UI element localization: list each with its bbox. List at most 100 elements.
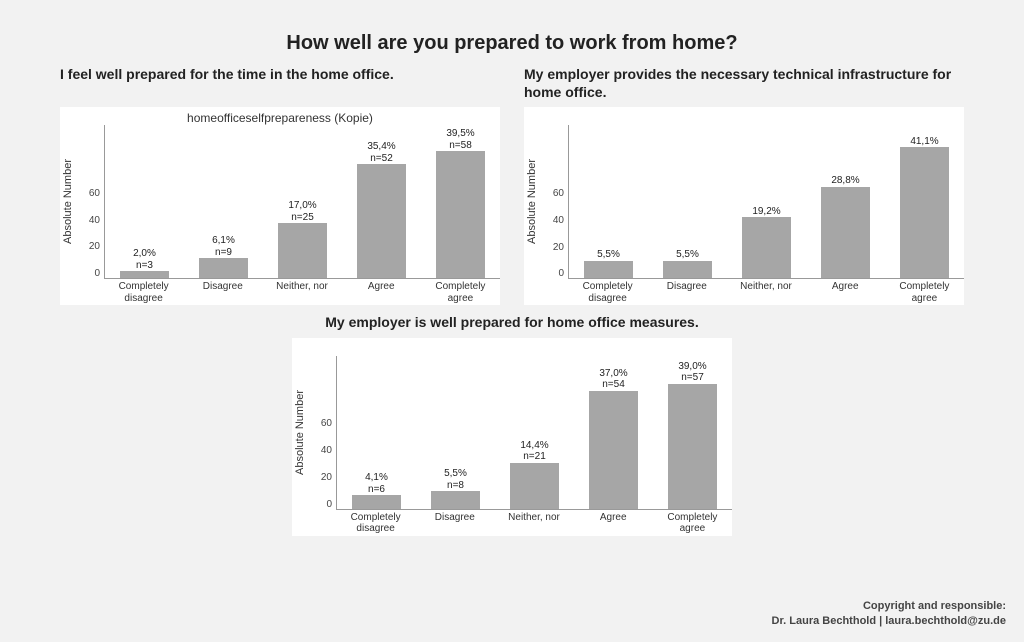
- x-label: Completely agree: [653, 510, 732, 536]
- bar-slot: 37,0%n=54: [574, 356, 653, 509]
- bar-n: n=25: [278, 212, 327, 224]
- bar: 14,4%n=21: [510, 463, 559, 509]
- bar-slot: 28,8%: [806, 125, 885, 278]
- x-label: Completely disagree: [336, 510, 415, 536]
- y-tick: 60: [544, 188, 564, 199]
- bar-slot: 35,4%n=52: [342, 125, 421, 278]
- y-tick: 40: [80, 215, 100, 226]
- bar: 41,1%: [900, 147, 949, 278]
- bar-pct: 17,0%: [278, 200, 327, 212]
- bar-pct: 37,0%: [589, 368, 638, 380]
- bar-n: n=52: [357, 153, 406, 165]
- bar-slot: 6,1%n=9: [184, 125, 263, 278]
- bar-value-label: 2,0%n=3: [120, 248, 169, 271]
- bar-n: n=9: [199, 247, 248, 259]
- chart-self-prepared: I feel well prepared for the time in the…: [60, 65, 500, 305]
- y-tick: 60: [312, 418, 332, 429]
- bar-slot: 17,0%n=25: [263, 125, 342, 278]
- bars-region: 2,0%n=36,1%n=917,0%n=2535,4%n=5239,5%n=5…: [104, 125, 500, 279]
- chart-panel: Absolute Number 6040200 5,5%5,5%19,2%28,…: [524, 107, 964, 305]
- x-label: Neither, nor: [262, 279, 341, 305]
- x-labels: Completely disagreeDisagreeNeither, norA…: [336, 510, 732, 536]
- y-axis-label: Absolute Number: [292, 356, 312, 510]
- chart-panel: homeofficeselfprepareness (Kopie) Absolu…: [60, 107, 500, 305]
- chart-heading: My employer provides the necessary techn…: [524, 65, 964, 101]
- bar-value-label: 41,1%: [900, 136, 949, 148]
- bar: 28,8%: [821, 187, 870, 279]
- bar-slot: 2,0%n=3: [105, 125, 184, 278]
- bar-value-label: 4,1%n=6: [352, 472, 401, 495]
- y-ticks: 6040200: [80, 125, 104, 279]
- bar-pct: 4,1%: [352, 472, 401, 484]
- bar-value-label: 19,2%: [742, 206, 791, 218]
- bar-pct: 28,8%: [821, 175, 870, 187]
- bar: 39,5%n=58: [436, 151, 485, 278]
- bar-n: n=8: [431, 480, 480, 492]
- bar: 4,1%n=6: [352, 495, 401, 508]
- plot-area: Absolute Number 6040200 4,1%n=65,5%n=814…: [292, 356, 732, 510]
- bar-pct: 6,1%: [199, 235, 248, 247]
- bar-value-label: 5,5%: [663, 249, 712, 261]
- bar-slot: 19,2%: [727, 125, 806, 278]
- chart-panel: Absolute Number 6040200 4,1%n=65,5%n=814…: [292, 338, 732, 536]
- bar-slot: 39,5%n=58: [421, 125, 500, 278]
- y-axis-label: Absolute Number: [60, 125, 80, 279]
- bars-region: 4,1%n=65,5%n=814,4%n=2137,0%n=5439,0%n=5…: [336, 356, 732, 510]
- y-tick: 20: [544, 242, 564, 253]
- bar-slot: 5,5%: [569, 125, 648, 278]
- x-label: Agree: [574, 510, 653, 536]
- bar-value-label: 37,0%n=54: [589, 368, 638, 391]
- x-label: Disagree: [183, 279, 262, 305]
- bar-pct: 39,0%: [668, 361, 717, 373]
- chart-inner-title: [292, 338, 732, 356]
- copyright: Copyright and responsible: Dr. Laura Bec…: [772, 599, 1006, 628]
- x-label: Agree: [806, 279, 885, 305]
- bar-n: n=58: [436, 140, 485, 152]
- bars-region: 5,5%5,5%19,2%28,8%41,1%: [568, 125, 964, 279]
- chart-employer-infra: My employer provides the necessary techn…: [524, 65, 964, 305]
- charts-row-top: I feel well prepared for the time in the…: [0, 65, 1024, 305]
- bar-pct: 39,5%: [436, 128, 485, 140]
- bar-n: n=57: [668, 372, 717, 384]
- bar-value-label: 5,5%n=8: [431, 468, 480, 491]
- x-label: Neither, nor: [494, 510, 573, 536]
- x-label: Completely disagree: [104, 279, 183, 305]
- bar-pct: 41,1%: [900, 136, 949, 148]
- bar-value-label: 39,0%n=57: [668, 361, 717, 384]
- plot-area: Absolute Number 6040200 2,0%n=36,1%n=917…: [60, 125, 500, 279]
- bar-slot: 5,5%n=8: [416, 356, 495, 509]
- bar: 37,0%n=54: [589, 391, 638, 509]
- copyright-line-1: Copyright and responsible:: [772, 599, 1006, 613]
- bar-n: n=54: [589, 379, 638, 391]
- bar: 5,5%: [584, 261, 633, 278]
- bar-slot: 14,4%n=21: [495, 356, 574, 509]
- bar-n: n=3: [120, 260, 169, 272]
- x-labels: Completely disagreeDisagreeNeither, norA…: [568, 279, 964, 305]
- page-title: How well are you prepared to work from h…: [0, 0, 1024, 65]
- y-tick: 20: [80, 241, 100, 252]
- y-tick: 0: [312, 499, 332, 510]
- bar: 2,0%n=3: [120, 271, 169, 278]
- bar-slot: 5,5%: [648, 125, 727, 278]
- bar-slot: 39,0%n=57: [653, 356, 732, 509]
- chart-inner-title: [524, 107, 964, 125]
- x-label: Completely disagree: [568, 279, 647, 305]
- y-ticks: 60 40 20 0: [544, 125, 568, 279]
- x-label: Neither, nor: [726, 279, 805, 305]
- y-tick: 0: [544, 268, 564, 279]
- bar-value-label: 39,5%n=58: [436, 128, 485, 151]
- bar: 5,5%: [663, 261, 712, 278]
- y-axis-label: Absolute Number: [524, 125, 544, 279]
- copyright-line-2: Dr. Laura Bechthold | laura.bechthold@zu…: [772, 614, 1006, 628]
- y-tick: 20: [312, 472, 332, 483]
- y-tick: 40: [544, 215, 564, 226]
- bar-pct: 35,4%: [357, 141, 406, 153]
- chart-heading: My employer is well prepared for home of…: [292, 313, 732, 331]
- bar-value-label: 35,4%n=52: [357, 141, 406, 164]
- bar: 35,4%n=52: [357, 164, 406, 278]
- x-label: Completely agree: [885, 279, 964, 305]
- x-label: Disagree: [415, 510, 494, 536]
- bar-slot: 4,1%n=6: [337, 356, 416, 509]
- y-tick: 0: [80, 268, 100, 279]
- bar-pct: 5,5%: [663, 249, 712, 261]
